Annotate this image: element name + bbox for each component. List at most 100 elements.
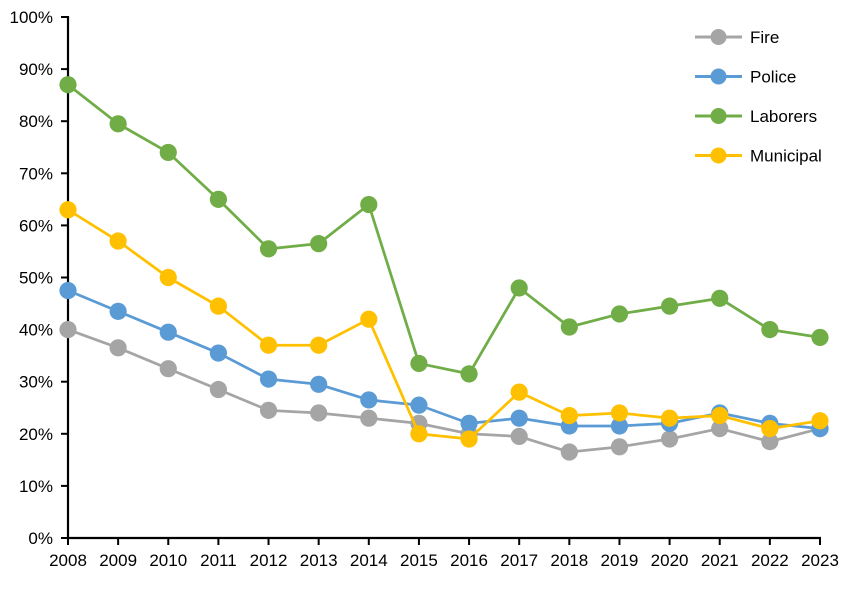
data-point-municipal-2013 bbox=[310, 336, 328, 354]
x-tick-label: 2018 bbox=[550, 551, 588, 570]
data-point-fire-2014 bbox=[360, 409, 378, 427]
legend-marker-municipal bbox=[710, 147, 727, 164]
data-point-police-2011 bbox=[209, 344, 227, 362]
legend-label-laborers: Laborers bbox=[750, 107, 817, 126]
data-point-municipal-2012 bbox=[259, 336, 278, 354]
x-tick-label: 2021 bbox=[701, 551, 739, 570]
data-point-laborers-2020 bbox=[660, 297, 679, 315]
data-point-municipal-2009 bbox=[109, 232, 127, 250]
y-tick-label: 10% bbox=[19, 477, 53, 496]
legend-marker-police bbox=[710, 68, 727, 85]
y-tick-label: 20% bbox=[19, 425, 53, 444]
data-point-municipal-2020 bbox=[660, 409, 679, 427]
x-tick-label: 2013 bbox=[300, 551, 338, 570]
legend-item-laborers: Laborers bbox=[695, 107, 817, 126]
x-tick-label: 2010 bbox=[149, 551, 187, 570]
data-point-police-2010 bbox=[159, 323, 177, 341]
data-point-laborers-2012 bbox=[259, 240, 278, 258]
series-municipal bbox=[59, 201, 829, 448]
data-point-municipal-2018 bbox=[560, 406, 578, 425]
data-point-municipal-2021 bbox=[711, 406, 729, 425]
y-tick-label: 60% bbox=[19, 216, 53, 235]
data-point-police-2015 bbox=[410, 396, 428, 414]
data-point-municipal-2015 bbox=[410, 425, 428, 443]
data-point-municipal-2014 bbox=[360, 310, 378, 328]
data-point-police-2014 bbox=[360, 391, 378, 409]
data-point-police-2016 bbox=[460, 414, 478, 432]
legend-label-municipal: Municipal bbox=[750, 147, 822, 166]
legend-label-police: Police bbox=[750, 68, 796, 87]
data-point-fire-2017 bbox=[510, 427, 528, 446]
data-point-police-2008 bbox=[59, 281, 77, 300]
data-point-fire-2010 bbox=[159, 360, 177, 378]
data-point-laborers-2011 bbox=[209, 190, 227, 208]
y-tick-label: 30% bbox=[19, 373, 53, 392]
data-point-laborers-2021 bbox=[711, 289, 729, 307]
x-tick-label: 2017 bbox=[500, 551, 538, 570]
data-point-police-2019 bbox=[610, 417, 629, 435]
series-line-fire bbox=[66, 328, 822, 454]
data-point-fire-2009 bbox=[109, 339, 127, 357]
x-tick-label: 2009 bbox=[99, 551, 137, 570]
data-point-municipal-2010 bbox=[159, 268, 177, 287]
x-tick-label: 2011 bbox=[200, 551, 237, 570]
data-point-laborers-2009 bbox=[109, 115, 127, 133]
series-line-municipal bbox=[66, 208, 822, 441]
legend-item-municipal: Municipal bbox=[695, 147, 822, 166]
data-point-municipal-2023 bbox=[811, 412, 829, 430]
data-point-municipal-2016 bbox=[460, 430, 478, 448]
y-tick-label: 80% bbox=[19, 112, 53, 131]
y-tick-label: 50% bbox=[19, 269, 53, 288]
series-line-laborers bbox=[66, 83, 822, 376]
x-tick-label: 2016 bbox=[450, 551, 488, 570]
data-point-laborers-2022 bbox=[761, 321, 779, 339]
legend-marker-fire bbox=[710, 29, 727, 45]
data-point-fire-2022 bbox=[761, 433, 779, 451]
y-tick-label: 0% bbox=[28, 529, 53, 548]
data-point-fire-2019 bbox=[610, 438, 629, 456]
data-point-police-2017 bbox=[510, 409, 528, 427]
data-point-fire-2018 bbox=[560, 443, 578, 461]
data-point-laborers-2019 bbox=[610, 305, 629, 323]
legend-item-fire: Fire bbox=[695, 28, 779, 47]
data-point-fire-2008 bbox=[59, 321, 77, 339]
data-point-laborers-2013 bbox=[310, 235, 328, 253]
data-point-laborers-2018 bbox=[560, 318, 578, 336]
x-tick-label: 2012 bbox=[250, 551, 288, 570]
legend: Fire Police Laborers Municipal bbox=[695, 28, 822, 166]
x-tick-label: 2008 bbox=[49, 551, 87, 570]
x-tick-label: 2023 bbox=[801, 551, 839, 570]
data-point-municipal-2008 bbox=[59, 201, 77, 219]
data-point-fire-2012 bbox=[259, 401, 278, 419]
data-point-laborers-2023 bbox=[811, 328, 829, 347]
data-point-fire-2021 bbox=[711, 419, 729, 438]
x-tick-label: 2022 bbox=[751, 551, 789, 570]
data-point-fire-2011 bbox=[209, 380, 227, 399]
data-point-municipal-2022 bbox=[761, 419, 779, 438]
data-point-laborers-2010 bbox=[159, 143, 177, 162]
x-tick-label: 2014 bbox=[350, 551, 388, 570]
data-point-police-2013 bbox=[310, 375, 328, 393]
legend-label-fire: Fire bbox=[750, 28, 779, 47]
y-tick-label: 70% bbox=[19, 164, 53, 183]
legend-marker-laborers bbox=[710, 108, 727, 124]
data-point-municipal-2011 bbox=[209, 297, 227, 315]
data-point-laborers-2008 bbox=[59, 76, 77, 94]
data-point-municipal-2019 bbox=[610, 404, 629, 422]
data-point-laborers-2017 bbox=[510, 279, 528, 297]
x-tick-label: 2020 bbox=[651, 551, 689, 570]
y-tick-label: 90% bbox=[19, 60, 53, 79]
y-tick-label: 100% bbox=[10, 8, 53, 27]
data-point-municipal-2017 bbox=[510, 383, 528, 401]
series-laborers bbox=[59, 76, 829, 383]
data-point-fire-2020 bbox=[660, 430, 679, 448]
data-point-police-2009 bbox=[109, 302, 127, 320]
legend-item-police: Police bbox=[695, 68, 796, 87]
data-point-police-2012 bbox=[259, 370, 278, 388]
x-tick-label: 2019 bbox=[601, 551, 639, 570]
data-point-fire-2013 bbox=[310, 404, 328, 422]
y-tick-label: 40% bbox=[19, 321, 53, 340]
